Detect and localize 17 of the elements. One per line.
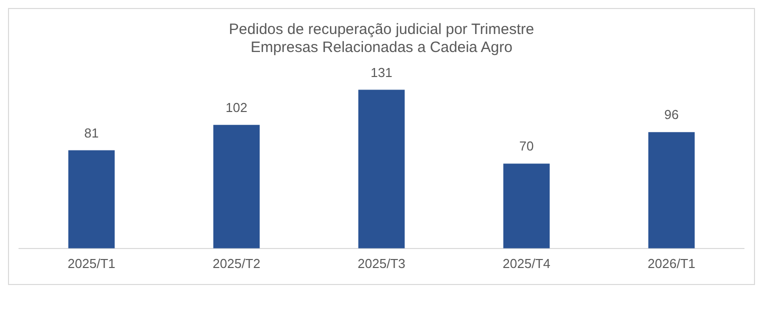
- x-tick-label: 2025/T2: [212, 256, 260, 271]
- chart-title: Pedidos de recuperação judicial por Trimestre: [228, 21, 534, 38]
- data-label: 131: [370, 64, 392, 80]
- x-tick-label: 2026/T1: [648, 256, 696, 271]
- data-label: 81: [84, 125, 99, 140]
- data-label: 96: [664, 107, 679, 122]
- x-tick-label: 2025/T3: [358, 256, 406, 271]
- x-tick-label: 2025/T4: [502, 256, 550, 271]
- bar: [358, 90, 405, 248]
- chart-subtitle: Empresas Relacionadas a Cadeia Agro: [250, 39, 512, 56]
- bar: [213, 124, 260, 248]
- bar: [503, 164, 550, 248]
- bar: [648, 132, 695, 248]
- x-tick-label: 2025/T1: [68, 256, 116, 271]
- data-label: 102: [226, 100, 248, 115]
- bar: [68, 150, 115, 248]
- data-label: 70: [519, 138, 534, 154]
